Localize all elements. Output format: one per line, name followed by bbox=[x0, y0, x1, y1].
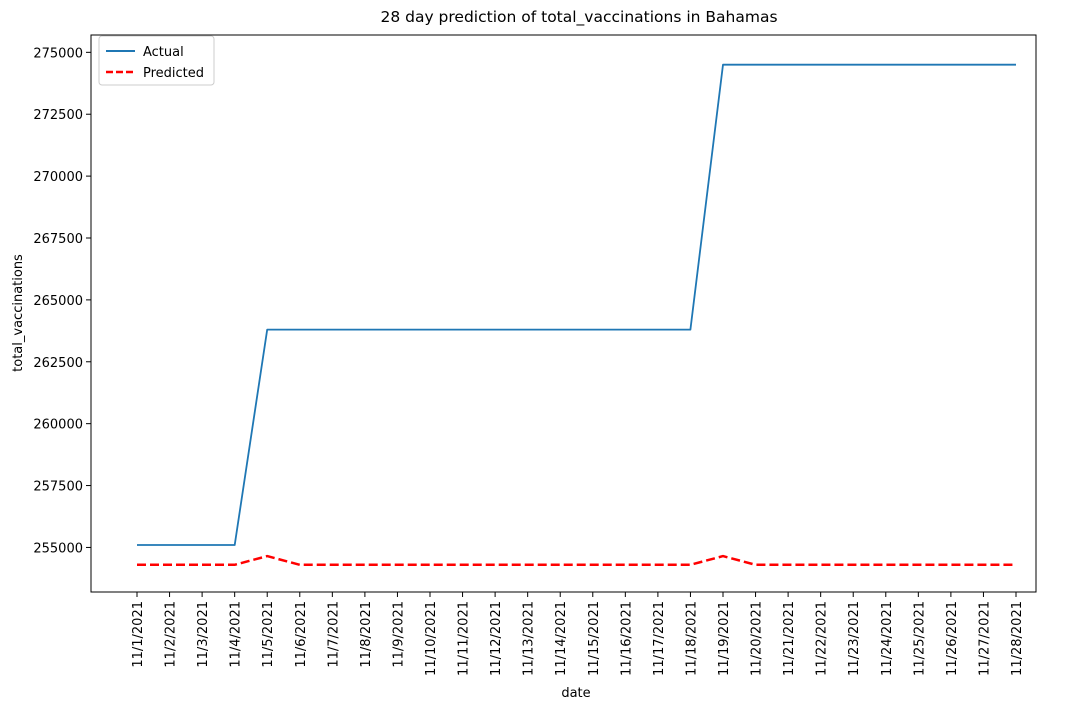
x-tick-label: 11/19/2021 bbox=[717, 601, 732, 676]
series-line-actual bbox=[137, 63, 1016, 546]
x-tick-label: 11/13/2021 bbox=[522, 601, 537, 676]
x-tick-label: 11/4/2021 bbox=[229, 601, 244, 668]
x-tick-label: 11/23/2021 bbox=[847, 601, 862, 676]
x-tick-label: 11/1/2021 bbox=[131, 601, 146, 668]
x-tick-label: 11/21/2021 bbox=[782, 601, 797, 676]
y-tick-label: 265000 bbox=[33, 294, 83, 309]
x-tick-label: 11/24/2021 bbox=[880, 601, 895, 676]
y-tick-label: 255000 bbox=[33, 541, 83, 556]
y-tick-label: 257500 bbox=[33, 480, 83, 495]
plot-area bbox=[90, 34, 1037, 593]
legend-label-predicted: Predicted bbox=[143, 66, 204, 81]
x-tick-label: 11/9/2021 bbox=[391, 601, 406, 668]
y-tick-label: 262500 bbox=[33, 356, 83, 371]
x-tick-label: 11/3/2021 bbox=[196, 601, 211, 668]
legend-label-actual: Actual bbox=[143, 45, 184, 60]
x-tick-label: 11/8/2021 bbox=[359, 601, 374, 668]
legend: Actual Predicted bbox=[98, 35, 215, 86]
x-tick-label: 11/26/2021 bbox=[945, 601, 960, 676]
x-tick-label: 11/20/2021 bbox=[750, 601, 765, 676]
x-tick-label: 11/27/2021 bbox=[977, 601, 992, 676]
y-axis-label: total_vaccinations bbox=[11, 254, 26, 372]
y-tick-label: 267500 bbox=[33, 232, 83, 247]
x-tick-label: 11/28/2021 bbox=[1010, 601, 1025, 676]
y-tick-label: 270000 bbox=[33, 170, 83, 185]
y-tick-label: 275000 bbox=[33, 46, 83, 61]
y-tick-label: 260000 bbox=[33, 418, 83, 433]
x-tick-label: 11/2/2021 bbox=[164, 601, 179, 668]
x-tick-label: 11/15/2021 bbox=[587, 601, 602, 676]
x-tick-label: 11/18/2021 bbox=[684, 601, 699, 676]
x-tick-label: 11/25/2021 bbox=[912, 601, 927, 676]
x-tick-label: 11/14/2021 bbox=[554, 601, 569, 676]
x-tick-label: 11/10/2021 bbox=[424, 601, 439, 676]
x-axis-label: date bbox=[561, 686, 590, 701]
series-line-predicted bbox=[137, 554, 1016, 567]
x-tick-label: 11/6/2021 bbox=[294, 601, 309, 668]
x-axis: 11/1/2021 11/2/2021 11/3/2021 11/4/2021 11/5… bbox=[131, 592, 1025, 676]
x-tick-label: 11/16/2021 bbox=[619, 601, 634, 676]
chart-title: 28 day prediction of total_vaccinations … bbox=[380, 8, 777, 27]
x-tick-label: 11/12/2021 bbox=[489, 601, 504, 676]
x-tick-label: 11/17/2021 bbox=[652, 601, 667, 676]
x-tick-label: 11/22/2021 bbox=[815, 601, 830, 676]
x-tick-label: 11/5/2021 bbox=[261, 601, 276, 668]
series-layer bbox=[137, 63, 1016, 567]
x-tick-label: 11/7/2021 bbox=[326, 601, 341, 668]
x-tick-label: 11/11/2021 bbox=[457, 601, 472, 676]
y-tick-label: 272500 bbox=[33, 108, 83, 123]
y-axis: 255000 257500 260000 262500 265000 267500 2700… bbox=[33, 46, 91, 556]
